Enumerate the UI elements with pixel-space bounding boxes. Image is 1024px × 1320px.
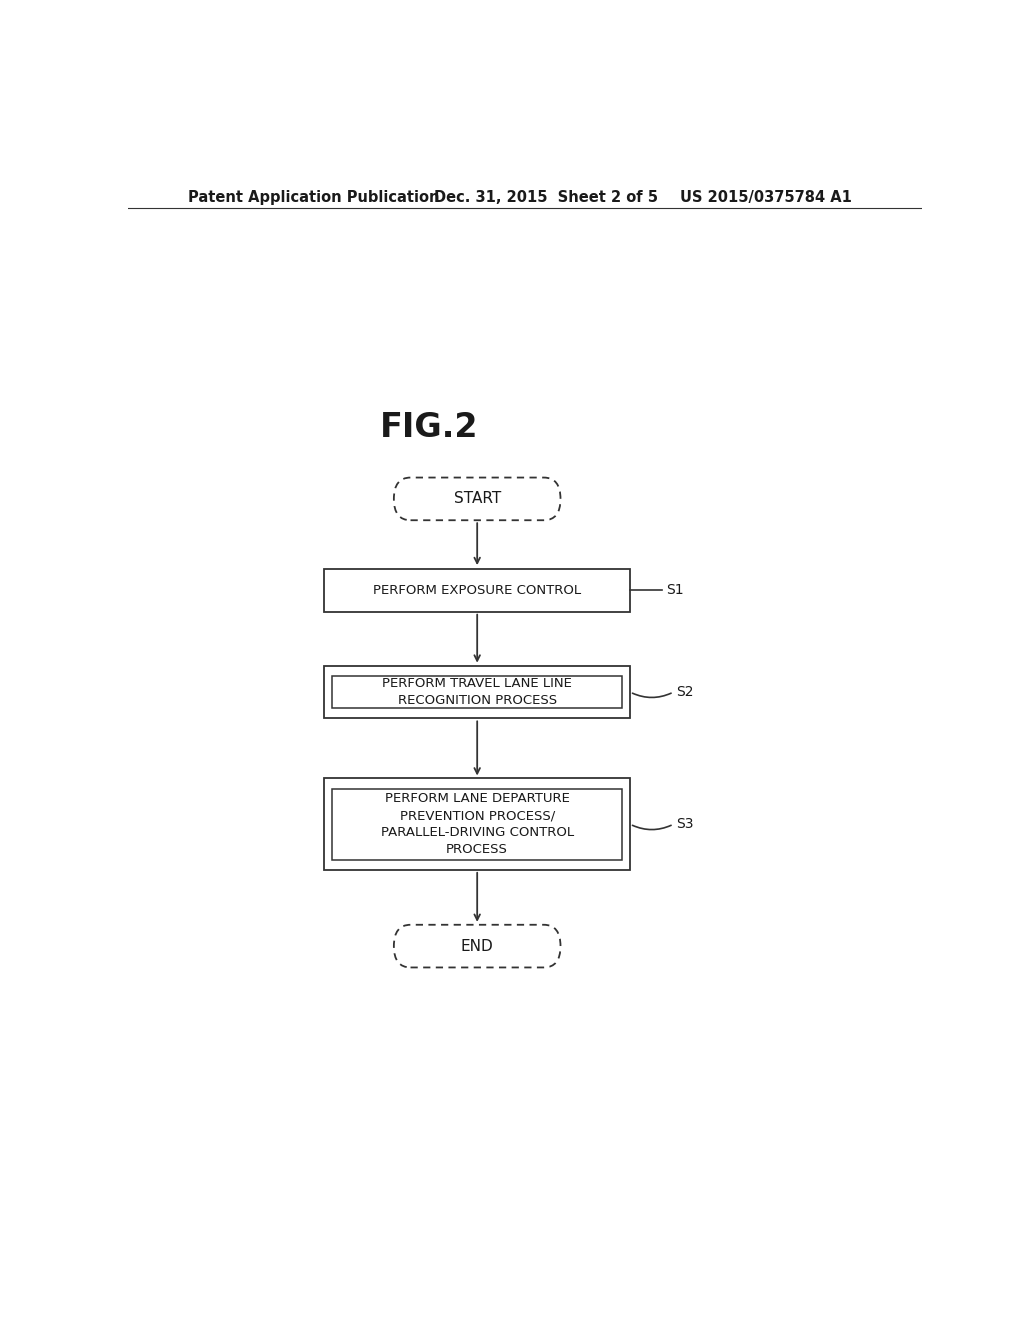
Text: US 2015/0375784 A1: US 2015/0375784 A1 [680,190,851,205]
Text: S1: S1 [666,583,683,598]
Text: FIG.2: FIG.2 [380,412,479,445]
FancyBboxPatch shape [394,925,560,968]
Text: S3: S3 [676,817,693,832]
Text: PERFORM TRAVEL LANE LINE
RECOGNITION PROCESS: PERFORM TRAVEL LANE LINE RECOGNITION PRO… [382,677,572,708]
Bar [333,676,622,709]
Bar [325,665,630,718]
Text: Dec. 31, 2015  Sheet 2 of 5: Dec. 31, 2015 Sheet 2 of 5 [433,190,657,205]
Text: END: END [461,939,494,953]
FancyBboxPatch shape [394,478,560,520]
Text: PERFORM EXPOSURE CONTROL: PERFORM EXPOSURE CONTROL [373,583,582,597]
Bar [325,779,630,870]
Bar [325,569,630,611]
Text: Patent Application Publication: Patent Application Publication [187,190,439,205]
Text: S2: S2 [676,685,693,700]
Text: START: START [454,491,501,507]
Bar [333,788,622,859]
Text: PERFORM LANE DEPARTURE
PREVENTION PROCESS/
PARALLEL-DRIVING CONTROL
PROCESS: PERFORM LANE DEPARTURE PREVENTION PROCES… [381,792,573,857]
